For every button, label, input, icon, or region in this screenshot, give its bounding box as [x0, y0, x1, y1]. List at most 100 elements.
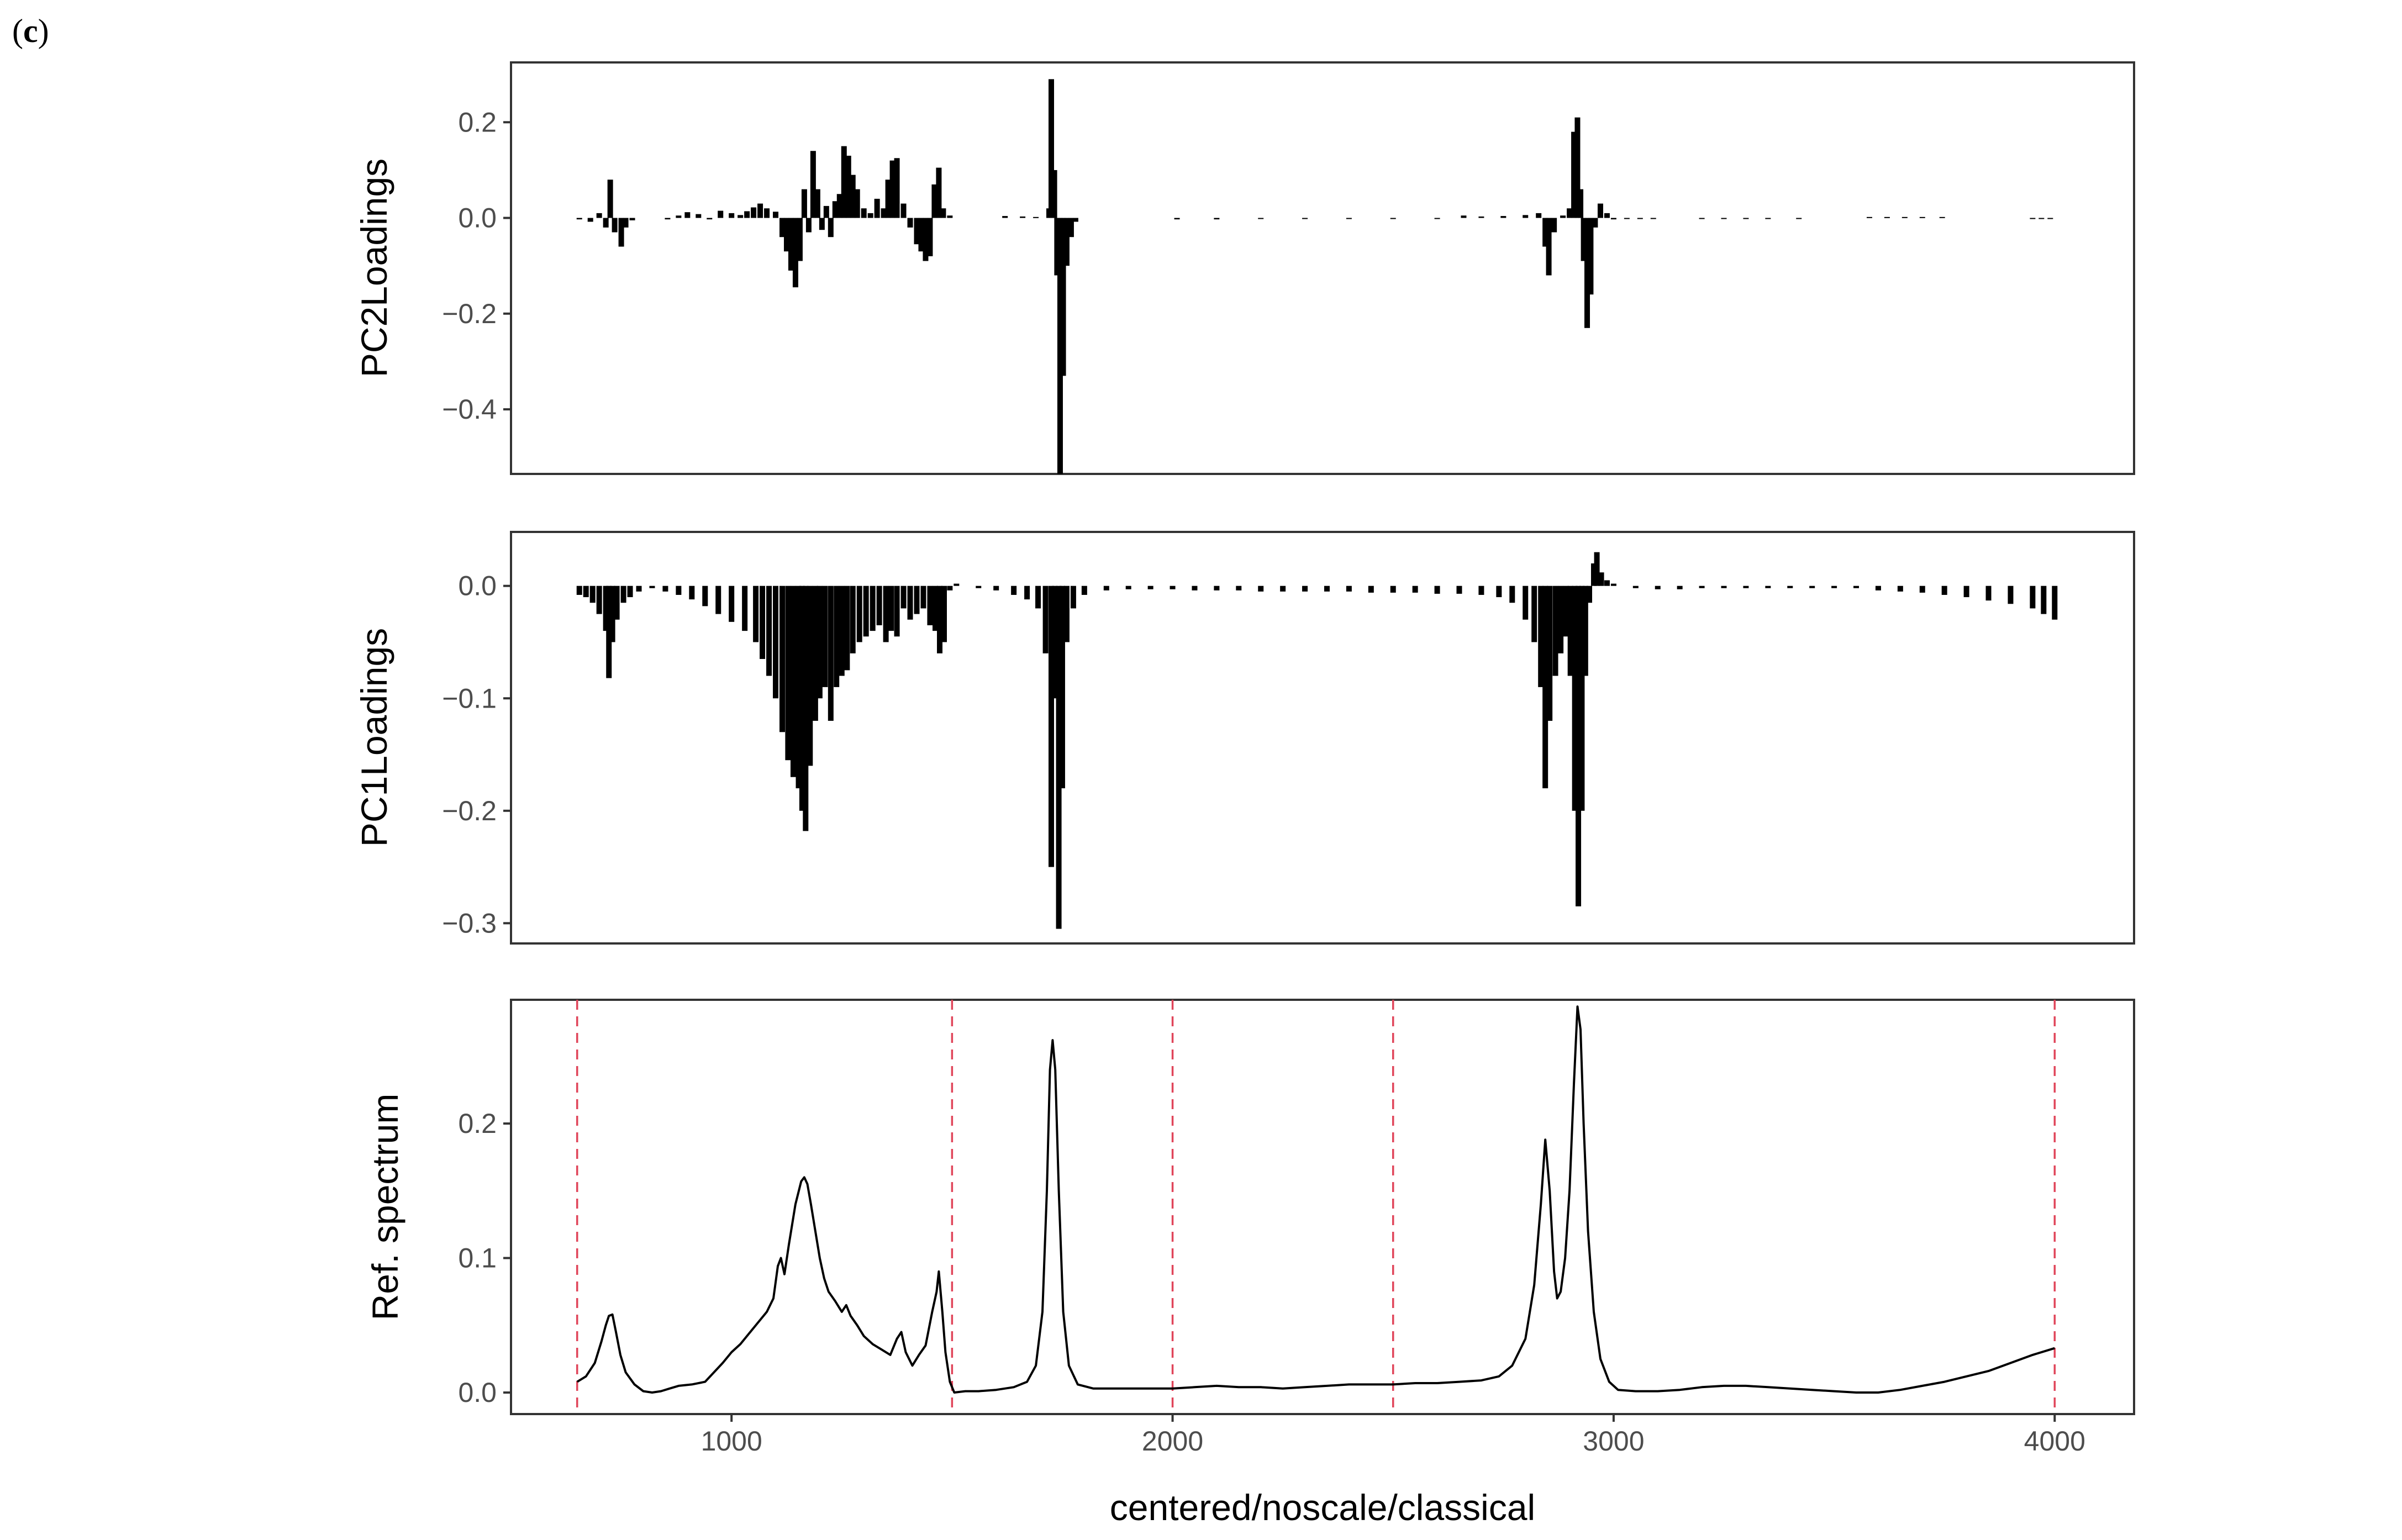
- pc2-bar: [612, 218, 618, 233]
- pc2-bar: [1919, 217, 1925, 218]
- pc2-bar: [832, 201, 838, 218]
- pc1-bar: [1853, 586, 1860, 588]
- pc1-bar: [1346, 586, 1352, 592]
- pc1-bar: [1302, 586, 1308, 592]
- pc2-bar: [1866, 217, 1872, 218]
- x-tick-label: 3000: [1583, 1426, 1644, 1457]
- pc1-bar: [1042, 586, 1049, 653]
- pc1-bar: [883, 586, 889, 642]
- pc1-bar: [702, 586, 708, 606]
- pc1-loadings-panel: 0.0 −0.1 −0.2 −0.3 PC1Loadings: [354, 531, 2135, 945]
- pc1-bar: [1049, 586, 1055, 867]
- pc2-bar: [1049, 79, 1055, 218]
- x-tick-label: 1000: [701, 1426, 762, 1457]
- ref-spectrum-line: [576, 1005, 2055, 1394]
- pc2-y-tick-label: 0.0: [458, 203, 497, 234]
- pc2-bar: [1551, 218, 1557, 233]
- pc2-bar: [729, 213, 735, 218]
- pc1-bar: [606, 586, 612, 678]
- pc1-bars: [576, 552, 2058, 929]
- pc2-plot-frame: [510, 61, 2135, 475]
- pc2-bar: [1939, 217, 1945, 218]
- pc1-bar: [1985, 586, 1992, 601]
- pc1-bar: [1214, 586, 1220, 590]
- pc2-bar: [1434, 218, 1440, 219]
- pc1-bar: [1236, 586, 1242, 590]
- pc1-bar: [1125, 586, 1131, 589]
- pc1-bar: [1563, 586, 1569, 637]
- pc1-y-tick-label: −0.2: [442, 795, 497, 826]
- pc1-bar: [715, 586, 721, 614]
- pc2-bar: [1574, 117, 1581, 218]
- pc1-bar: [2052, 586, 2058, 620]
- pc2-bar: [1588, 218, 1594, 295]
- pc2-bar: [1057, 218, 1063, 474]
- pc1-bar: [1558, 586, 1564, 653]
- pc1-bar: [1509, 586, 1515, 603]
- pc2-bar: [1346, 218, 1352, 219]
- pc1-bar: [894, 586, 900, 637]
- ref-spectrum-panel: 0.0 0.1 0.2 1000 2000 3000 4000 Ref. spectrum…: [365, 999, 2135, 1528]
- pc1-bar: [1081, 586, 1087, 595]
- pc1-bar: [760, 586, 766, 660]
- ref-y-tick-label: 0.0: [458, 1377, 497, 1408]
- pc1-bar: [1456, 586, 1462, 594]
- pc1-bar: [583, 586, 589, 598]
- pc2-bar: [792, 218, 798, 288]
- pc2-loadings-panel: 0.2 0.0 −0.2 −0.4 PC2Loadings: [354, 61, 2135, 475]
- pc1-bar: [1579, 586, 1585, 811]
- pc2-bar: [923, 218, 929, 261]
- pc1-bar: [773, 586, 779, 699]
- pc1-y-ticks: 0.0 −0.1 −0.2 −0.3: [442, 571, 511, 938]
- pc1-bar: [785, 586, 791, 761]
- ref-y-tick-label: 0.2: [458, 1108, 497, 1139]
- pc1-bar: [1576, 586, 1582, 906]
- pc2-y-tick-label: −0.2: [442, 298, 497, 329]
- pc1-bar: [1875, 586, 1881, 590]
- pc2-bar: [1390, 218, 1396, 219]
- pc1-bar: [1941, 586, 1947, 595]
- pc2-bar: [1054, 218, 1060, 276]
- pc1-bar: [807, 586, 813, 766]
- pc1-bar: [1610, 583, 1616, 586]
- pc2-bar: [836, 194, 842, 218]
- pc1-bar: [1052, 586, 1058, 699]
- pc1-bar: [870, 586, 876, 631]
- pc1-bar: [1655, 586, 1661, 589]
- pc2-bar: [1461, 215, 1467, 218]
- pc1-bar: [1552, 586, 1558, 676]
- pc2-bar: [696, 214, 702, 218]
- pc1-bar: [1368, 586, 1374, 593]
- pc2-y-tick-label: 0.2: [458, 107, 497, 138]
- pc2-bar: [819, 218, 825, 230]
- pc1-bar: [2008, 586, 2014, 604]
- pc1-bar: [614, 586, 620, 620]
- pc2-bar: [1068, 218, 1074, 238]
- pc2-bar: [788, 218, 794, 271]
- pc2-bar: [751, 207, 757, 218]
- pc2-bar: [618, 218, 624, 247]
- pc1-bar: [1590, 563, 1597, 586]
- pc1-bar: [1496, 586, 1502, 598]
- pc1-bar: [839, 586, 845, 676]
- pc2-bar: [1560, 215, 1566, 218]
- pc2-bar: [940, 208, 946, 218]
- pc1-bar: [954, 583, 960, 586]
- pc1-bar: [2030, 586, 2036, 609]
- pc1-bar: [1677, 586, 1683, 589]
- pc1-bar: [649, 586, 655, 588]
- pc2-bar: [587, 218, 593, 222]
- pc1-bar: [609, 586, 615, 642]
- pc2-bar: [1302, 218, 1308, 219]
- pc2-bar: [1072, 218, 1078, 222]
- pc2-bar: [1536, 213, 1542, 218]
- pc1-bar: [907, 586, 913, 620]
- pc1-bar: [1809, 586, 1815, 588]
- pc1-bar: [753, 586, 759, 642]
- pc1-bar: [1390, 586, 1396, 593]
- pc2-bar: [596, 213, 602, 218]
- pc2-bar: [1699, 218, 1705, 219]
- pc1-bar: [1412, 586, 1418, 593]
- pc1-bar: [888, 586, 894, 631]
- pc1-bar: [1035, 586, 1041, 609]
